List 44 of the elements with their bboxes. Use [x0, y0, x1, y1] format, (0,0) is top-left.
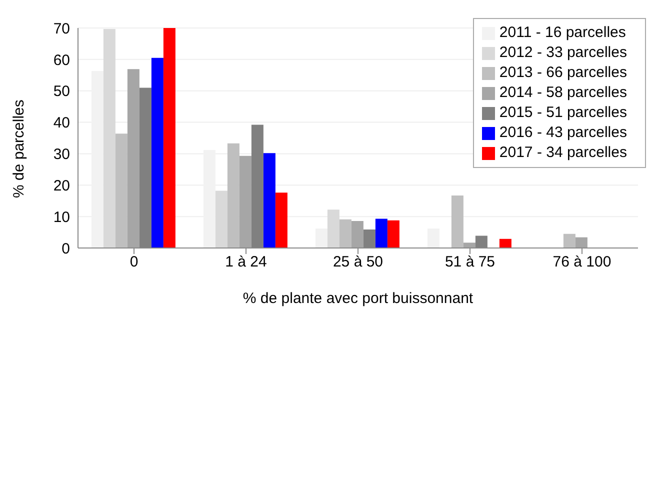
- bar: [103, 28, 116, 248]
- bar: [215, 190, 228, 248]
- legend-label: 2012 - 33 parcelles: [499, 44, 627, 61]
- bar: [575, 237, 588, 248]
- bar: [263, 153, 276, 248]
- bar: [163, 28, 176, 248]
- bar: [563, 234, 576, 248]
- bar: [275, 192, 288, 248]
- legend-label: 2014 - 58 parcelles: [499, 84, 627, 101]
- bar: [339, 219, 352, 248]
- y-tick-label: 30: [53, 146, 70, 164]
- legend-label: 2017 - 34 parcelles: [499, 144, 627, 161]
- x-tick-label: 51 à 75: [444, 254, 496, 271]
- bar: [315, 228, 328, 248]
- x-tick-label: 25 à 50: [332, 254, 384, 271]
- y-tick-label: 0: [62, 240, 70, 258]
- legend-label: 2015 - 51 parcelles: [499, 104, 627, 121]
- x-axis-title: % de plante avec port buissonnant: [242, 290, 474, 307]
- bar: [451, 196, 464, 248]
- bar: [427, 228, 440, 248]
- bar: [463, 242, 476, 248]
- bar: [387, 220, 400, 248]
- x-tick-label: 1 à 24: [225, 254, 267, 271]
- bar: [115, 134, 128, 248]
- y-tick-label: 70: [53, 20, 70, 38]
- legend-label: 2016 - 43 parcelles: [499, 124, 627, 141]
- y-axis-title: % de parcelles: [10, 100, 28, 198]
- bar: [327, 210, 340, 248]
- y-tick-label: 10: [53, 208, 70, 226]
- x-tick-label: 0: [130, 254, 138, 271]
- legend-label: 2013 - 66 parcelles: [499, 64, 627, 81]
- x-tick-label: 76 à 100: [552, 254, 612, 271]
- bar: [239, 156, 252, 248]
- legend-label: 2011 - 16 parcelles: [499, 24, 626, 41]
- bar: [151, 58, 164, 248]
- bar: [227, 143, 240, 248]
- bar: [499, 238, 512, 248]
- y-tick-label: 60: [53, 52, 70, 69]
- y-tick-label: 50: [53, 83, 70, 100]
- bar: [375, 218, 388, 248]
- bar: [127, 69, 140, 248]
- y-tick-label: 20: [53, 177, 70, 194]
- bar: [351, 220, 364, 248]
- y-tick-label: 40: [53, 114, 70, 132]
